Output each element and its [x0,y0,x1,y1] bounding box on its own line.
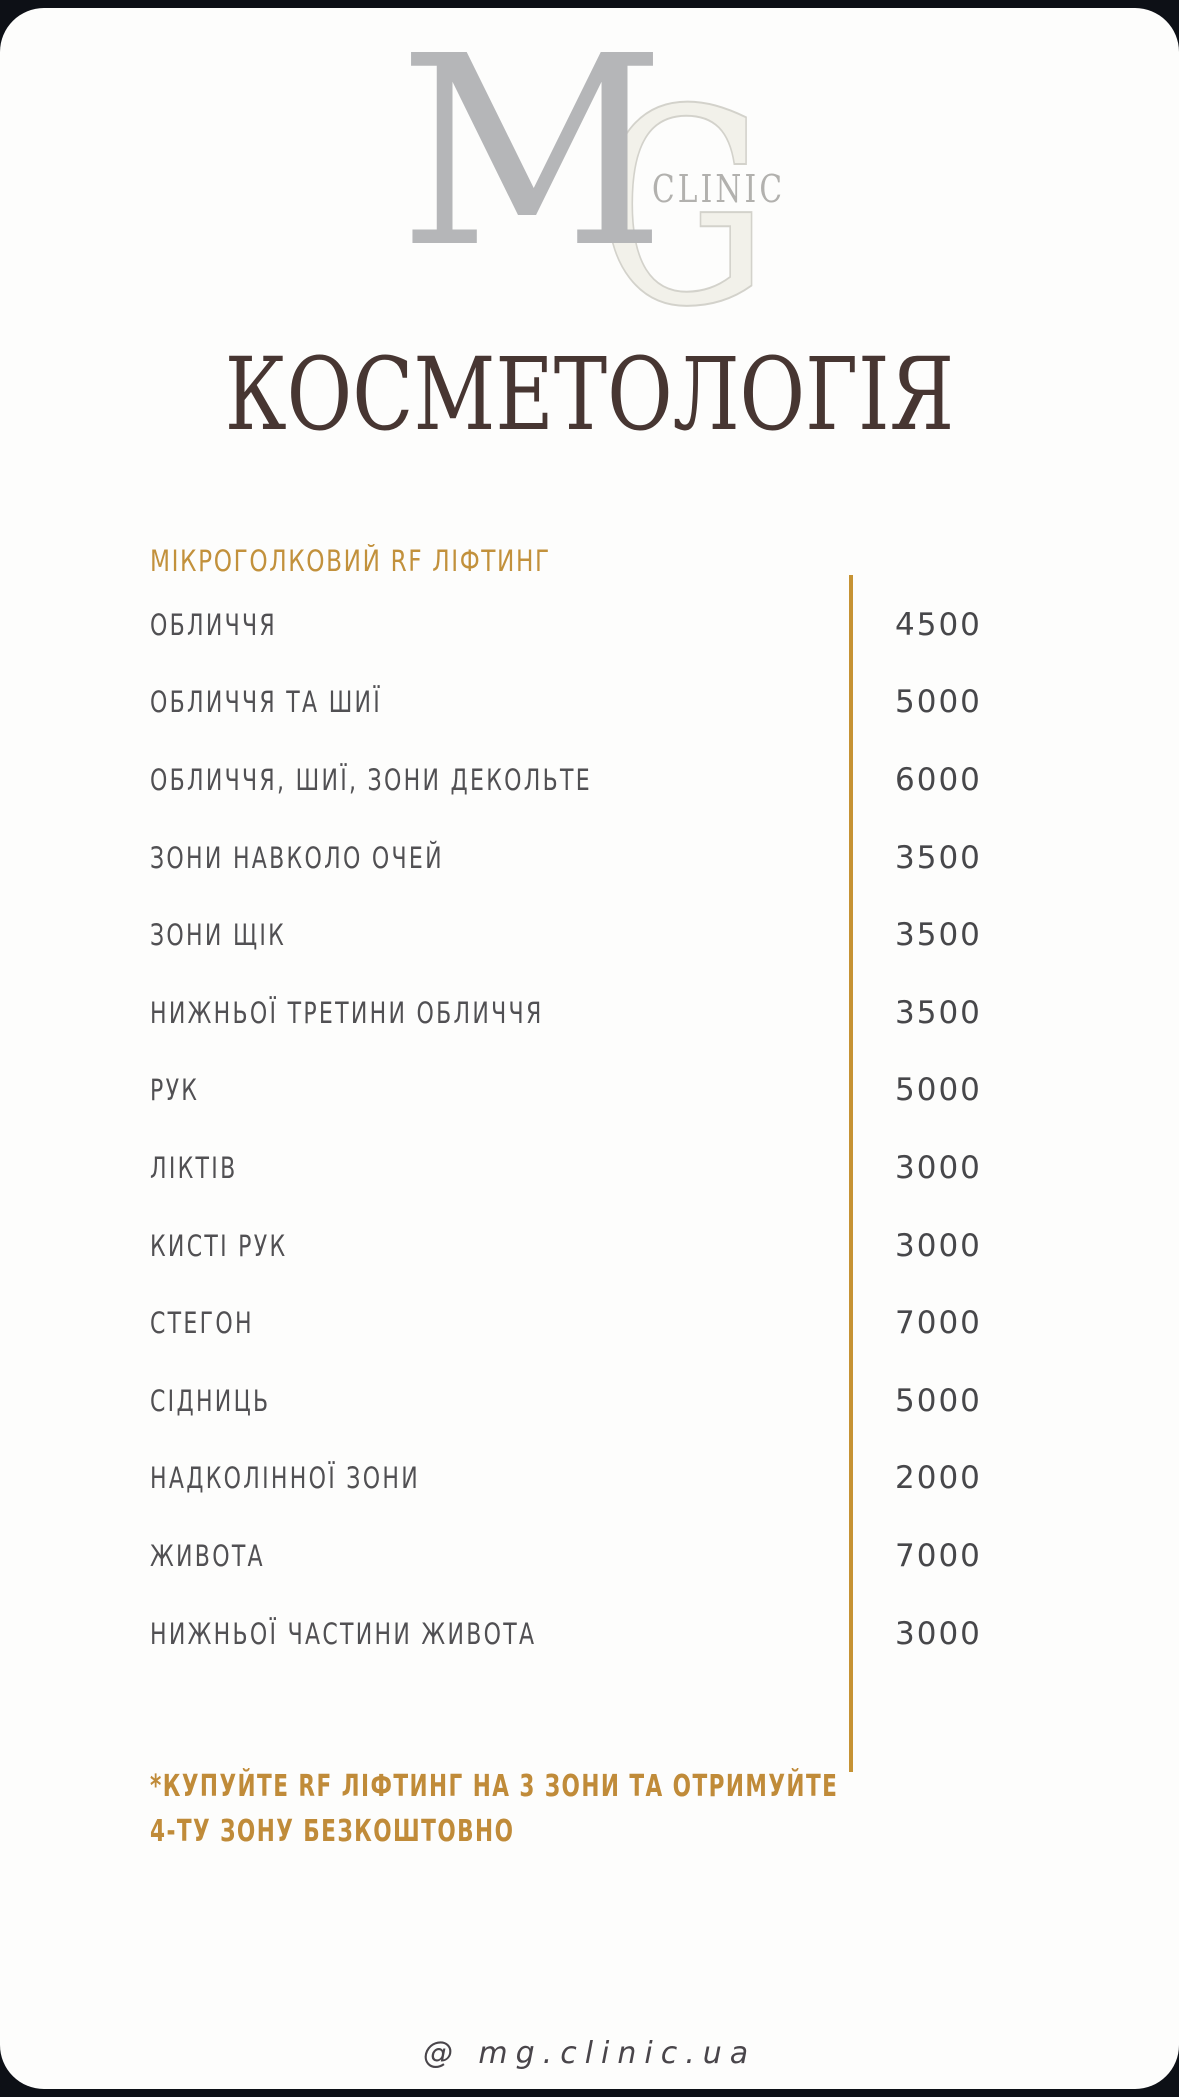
price-row: НИЖНЬОЇ ЧАСТИНИ ЖИВОТА 3000 [150,1595,1070,1673]
service-label: ОБЛИЧЧЯ, ШИЇ, ЗОНИ ДЕКОЛЬТЕ [150,762,592,797]
service-label: ЖИВОТА [150,1538,265,1573]
service-price: 3500 [895,839,982,876]
promo-note-line2: 4-ТУ ЗОНУ БЕЗКОШТОВНО [150,1814,515,1849]
service-label: НАДКОЛІННОЇ ЗОНИ [150,1461,420,1496]
service-label: ОБЛИЧЧЯ [150,607,278,642]
service-label: ЗОНИ ЩІК [150,918,287,953]
logo-letter-m-glyph: M [398,8,667,305]
service-price: 5000 [895,684,982,721]
price-row: ЛІКТІВ 3000 [150,1129,1070,1207]
service-price: 6000 [895,761,982,798]
logo-letter-g-glyph: G [595,51,769,366]
price-row: НИЖНЬОЇ ТРЕТИНИ ОБЛИЧЧЯ 3500 [150,974,1070,1052]
logo-clinic-wordmark: CLINIC [652,167,786,211]
price-row: РУК 5000 [150,1052,1070,1130]
vertical-divider-line [849,575,853,1772]
brand-logo: G M CLINIC [0,8,1179,345]
page-title: КОСМЕТОЛОГІЯ [224,336,955,453]
section-title: МІКРОГОЛКОВИЙ RF ЛІФТИНГ [150,544,551,578]
service-price: 2000 [895,1460,982,1497]
service-label: НИЖНЬОЇ ЧАСТИНИ ЖИВОТА [150,1616,537,1651]
promo-note: *КУПУЙТЕ RF ЛІФТИНГ НА 3 ЗОНИ ТА ОТРИМУЙ… [150,1764,838,1854]
service-label: КИСТІ РУК [150,1228,288,1263]
service-price: 7000 [895,1537,982,1574]
price-row: СТЕГОН 7000 [150,1284,1070,1362]
service-label: СІДНИЦЬ [150,1383,271,1418]
service-price: 5000 [895,1072,982,1109]
service-label: РУК [150,1073,200,1108]
service-price: 7000 [895,1305,982,1342]
service-label: ЛІКТІВ [150,1150,238,1185]
service-price: 3500 [895,917,982,954]
instagram-handle: @ mg.clinic.ua [422,2036,757,2071]
service-price: 5000 [895,1382,982,1419]
price-row: ОБЛИЧЧЯ ТА ШИЇ 5000 [150,664,1070,742]
service-price: 4500 [895,606,982,643]
price-row: ЗОНИ НАВКОЛО ОЧЕЙ 3500 [150,819,1070,897]
price-row: ЗОНИ ЩІК 3500 [150,896,1070,974]
service-label: НИЖНЬОЇ ТРЕТИНИ ОБЛИЧЧЯ [150,995,544,1030]
service-price: 3000 [895,1149,982,1186]
price-row: СІДНИЦЬ 5000 [150,1362,1070,1440]
price-row: НАДКОЛІННОЇ ЗОНИ 2000 [150,1440,1070,1518]
price-row: ОБЛИЧЧЯ 4500 [150,586,1070,664]
service-label: ОБЛИЧЧЯ ТА ШИЇ [150,685,383,720]
price-list-card: G M CLINIC КОСМЕТОЛОГІЯ МІКРОГОЛКОВИЙ RF… [0,8,1179,2089]
service-label: СТЕГОН [150,1306,254,1341]
promo-note-line1: *КУПУЙТЕ RF ЛІФТИНГ НА 3 ЗОНИ ТА ОТРИМУЙ… [150,1769,839,1804]
service-label: ЗОНИ НАВКОЛО ОЧЕЙ [150,840,444,875]
service-price: 3500 [895,994,982,1031]
price-row: КИСТІ РУК 3000 [150,1207,1070,1285]
service-price: 3000 [895,1227,982,1264]
price-row: ЖИВОТА 7000 [150,1517,1070,1595]
service-price: 3000 [895,1615,982,1652]
price-list: ОБЛИЧЧЯ 4500 ОБЛИЧЧЯ ТА ШИЇ 5000 ОБЛИЧЧЯ… [150,586,1070,1672]
price-row: ОБЛИЧЧЯ, ШИЇ, ЗОНИ ДЕКОЛЬТЕ 6000 [150,741,1070,819]
